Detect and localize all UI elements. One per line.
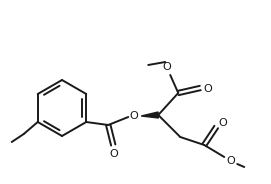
Text: O: O bbox=[163, 62, 172, 72]
Text: O: O bbox=[204, 84, 213, 94]
Polygon shape bbox=[141, 112, 159, 118]
Text: O: O bbox=[130, 111, 139, 121]
Text: O: O bbox=[110, 149, 119, 159]
Text: O: O bbox=[227, 156, 235, 166]
Text: O: O bbox=[219, 118, 228, 128]
